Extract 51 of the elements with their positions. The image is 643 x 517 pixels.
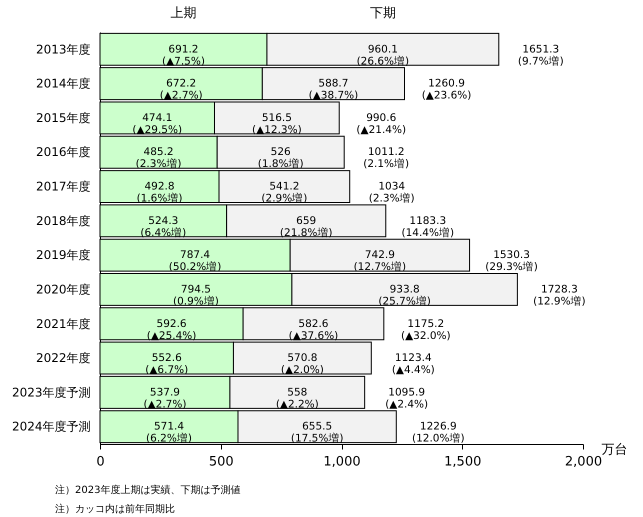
data-label: 474.1 (▲29.5%) xyxy=(132,112,182,136)
x-tick-label: 1,000 xyxy=(323,454,361,470)
data-label: 742.9 (12.7%増) xyxy=(354,249,406,274)
x-tick-label: 500 xyxy=(208,454,234,470)
y-tick-label: 2019年度 xyxy=(36,248,90,262)
data-label: 516.5 (▲12.3%) xyxy=(252,112,302,136)
y-tick-label: 2013年度 xyxy=(36,42,90,56)
total-label: 1123.4 (▲4.4%) xyxy=(392,352,435,376)
data-label: 526 (1.8%増) xyxy=(258,146,304,170)
x-tick-label: 0 xyxy=(96,454,105,470)
data-label: 787.4 (50.2%増) xyxy=(168,249,222,274)
y-tick-label: 2014年度 xyxy=(36,76,90,91)
data-label: 672.2 (▲2.7%) xyxy=(160,78,203,102)
total-label: 1226.9 (12.0%増) xyxy=(412,420,465,445)
total-label: 1183.3 (14.4%増) xyxy=(401,214,454,239)
data-label: 588.7 (▲38.7%) xyxy=(308,78,358,102)
total-label: 1530.3 (29.3%増) xyxy=(485,249,538,274)
series-label: 上期 xyxy=(170,6,196,21)
data-label: 655.5 (17.5%増) xyxy=(290,420,344,445)
data-label: 524.3 (6.4%増) xyxy=(140,214,186,239)
y-tick-label: 2020年度 xyxy=(36,282,90,296)
total-label: 1011.2 (2.1%増) xyxy=(363,146,410,170)
text: 注）カッコ内は前年同期比 xyxy=(55,503,175,515)
data-label: 558 (▲2.2%) xyxy=(276,386,319,410)
y-tick-label: 2018年度 xyxy=(36,214,90,228)
data-label: 485.2 (2.3%増) xyxy=(136,146,182,170)
data-label: 582.6 (▲37.6%) xyxy=(288,318,338,342)
total-label: 1728.3 (12.9%増) xyxy=(533,283,586,308)
y-tick-label: 2023年度予測 xyxy=(12,385,90,400)
data-label: 794.5 (0.9%増) xyxy=(173,283,219,308)
x-tick-label: 2,000 xyxy=(564,454,602,470)
y-tick-label: 2016年度 xyxy=(36,145,90,160)
series-label: 下期 xyxy=(370,6,396,21)
x-tick-label: 1,500 xyxy=(444,454,482,470)
data-label: 592.6 (▲25.4%) xyxy=(146,318,196,342)
data-label: 570.8 (▲2.0%) xyxy=(280,352,324,376)
x-axis-title: 万台 xyxy=(602,442,628,458)
y-tick-label: 2015年度 xyxy=(36,110,90,125)
total-label: 990.6 (▲21.4%) xyxy=(356,112,406,136)
total-label: 1034 (2.3%増) xyxy=(368,180,415,205)
total-label: 1095.9 (▲2.4%) xyxy=(385,386,428,410)
y-tick-label: 2017年度 xyxy=(36,180,90,194)
total-label: 1651.3 (9.7%増) xyxy=(518,43,564,68)
text: 注）2023年度上期は実績、下期は予測値 xyxy=(55,484,240,496)
y-tick-label: 2022年度 xyxy=(36,351,90,366)
data-label: 571.4 (6.2%増) xyxy=(146,420,192,445)
total-label: 1175.2 (▲32.0%) xyxy=(401,318,451,342)
y-tick-label: 2024年度予測 xyxy=(12,420,90,434)
y-tick-label: 2021年度 xyxy=(36,316,90,331)
total-label: 1260.9 (▲23.6%) xyxy=(422,78,472,102)
data-label: 933.8 (25.7%増) xyxy=(378,283,431,308)
